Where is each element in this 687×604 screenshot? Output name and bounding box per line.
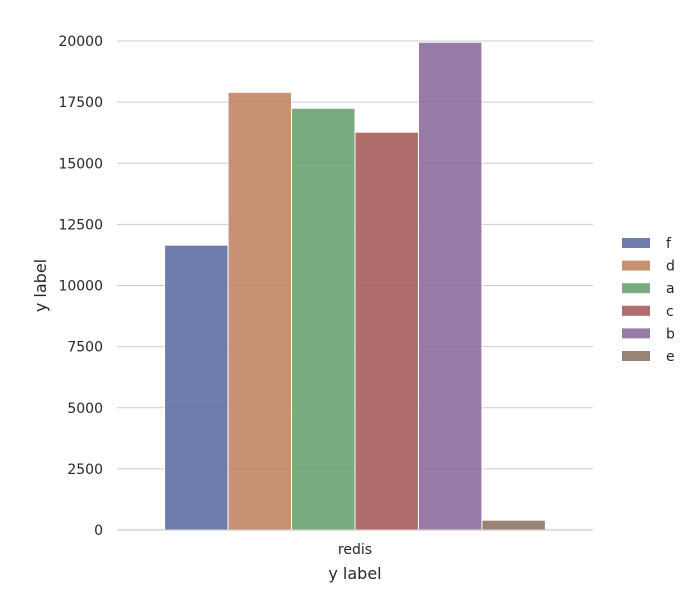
legend-swatch-a [622, 283, 650, 294]
y-axis-title: y label [31, 259, 50, 312]
legend-label-c: c [666, 304, 674, 320]
y-tick-label: 5000 [67, 401, 103, 417]
bar-f-redis [164, 244, 229, 531]
bar-c-redis [354, 131, 419, 531]
y-tick-label: 10000 [58, 279, 103, 295]
x-tick-label: redis [338, 542, 372, 558]
y-tick-label: 2500 [67, 462, 103, 478]
y-tick-label: 0 [94, 523, 103, 539]
axes: 0 2500 5000 7500 10000 12500 15000 17500 20000 re… [58, 34, 593, 558]
legend-swatch-b [622, 328, 650, 339]
bar-d-redis [227, 91, 293, 531]
y-tick-label: 12500 [58, 217, 103, 233]
bar-a-redis [291, 107, 356, 531]
y-tick-label: 17500 [58, 95, 103, 111]
y-tick-label: 7500 [67, 340, 103, 356]
legend-label-b: b [666, 326, 675, 342]
y-tick-label: 15000 [58, 156, 103, 172]
legend-label-f: f [666, 236, 672, 252]
legend-swatch-d [622, 260, 650, 271]
bar-e-redis [481, 519, 546, 531]
legend-label-a: a [666, 281, 675, 297]
y-tick-label: 20000 [58, 34, 103, 50]
legend-swatch-f [622, 238, 650, 248]
bar-b-redis [417, 41, 483, 531]
legend-swatch-c [622, 305, 650, 316]
legend-label-e: e [666, 349, 675, 365]
x-axis-title: y label [328, 564, 381, 583]
legend-swatch-e [622, 351, 650, 361]
bars [164, 41, 546, 531]
legend-label-d: d [666, 259, 675, 275]
